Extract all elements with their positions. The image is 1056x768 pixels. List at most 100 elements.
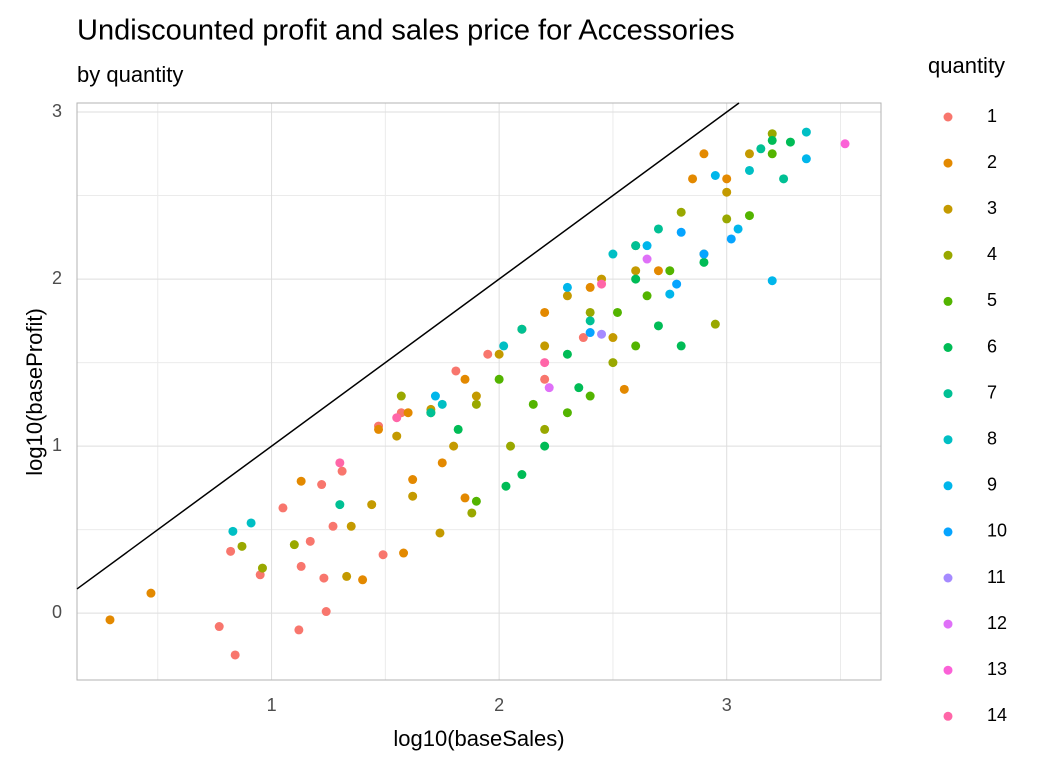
point	[585, 307, 595, 317]
point	[337, 466, 347, 476]
x-tick-label: 2	[494, 695, 504, 715]
point	[726, 234, 736, 244]
point	[449, 441, 459, 451]
point	[653, 224, 663, 234]
point	[767, 135, 777, 145]
point	[562, 282, 572, 292]
point	[435, 528, 445, 538]
legend-marker	[943, 204, 953, 214]
point	[540, 424, 550, 434]
point	[785, 137, 795, 147]
point	[722, 214, 732, 224]
point	[460, 493, 470, 503]
point	[540, 341, 550, 351]
legend-marker	[943, 711, 953, 721]
panel-border	[76, 102, 882, 681]
point	[146, 588, 156, 598]
point	[430, 391, 440, 401]
point	[278, 503, 288, 513]
point	[608, 249, 618, 259]
point	[460, 374, 470, 384]
point	[342, 571, 352, 581]
legend-label: 10	[987, 521, 1007, 541]
point	[499, 341, 509, 351]
legend-label: 1	[987, 106, 997, 126]
legend-marker	[943, 343, 953, 352]
point	[631, 241, 641, 251]
point	[631, 274, 641, 284]
point	[710, 319, 720, 329]
point	[562, 291, 572, 301]
legend-marker	[943, 158, 953, 168]
point	[672, 279, 682, 289]
point	[653, 321, 663, 331]
legend-label: 7	[987, 382, 997, 402]
point	[328, 521, 338, 531]
point	[699, 257, 709, 267]
point	[840, 139, 850, 149]
point	[528, 399, 538, 409]
legend-marker	[943, 665, 953, 675]
point	[574, 383, 584, 393]
point	[399, 548, 409, 558]
y-axis-title: log10(baseProfit)	[22, 308, 47, 476]
point	[294, 625, 304, 635]
point	[665, 289, 675, 299]
point	[230, 650, 240, 660]
point	[367, 500, 377, 510]
point	[688, 174, 698, 184]
point	[506, 441, 516, 451]
point	[722, 187, 732, 197]
point	[226, 546, 236, 556]
legend-label: 4	[987, 244, 997, 264]
point	[710, 171, 720, 181]
point	[676, 341, 686, 351]
point	[471, 391, 481, 401]
point	[756, 144, 766, 154]
point	[699, 149, 709, 159]
legend-marker	[943, 573, 953, 583]
point	[744, 149, 754, 159]
legend-marker	[943, 435, 953, 445]
point	[483, 349, 493, 359]
legend-marker	[943, 250, 953, 260]
point	[585, 282, 595, 292]
point	[471, 399, 481, 409]
point	[631, 341, 641, 351]
point	[722, 174, 732, 184]
point	[517, 470, 527, 480]
point	[437, 399, 447, 409]
point	[699, 249, 709, 259]
point	[642, 291, 652, 301]
point	[767, 129, 777, 139]
point	[396, 391, 406, 401]
point	[608, 358, 618, 368]
x-tick-label: 3	[722, 695, 732, 715]
legend-marker	[943, 619, 953, 629]
legend-label: 9	[987, 475, 997, 495]
point	[676, 207, 686, 217]
legend-label: 3	[987, 198, 997, 218]
point	[246, 518, 256, 528]
legend-label: 14	[987, 705, 1007, 725]
point	[642, 254, 652, 264]
reference-line	[76, 102, 740, 590]
point	[494, 349, 504, 359]
x-axis-title: log10(baseSales)	[393, 726, 564, 751]
point	[540, 441, 550, 451]
point	[540, 358, 550, 368]
point	[471, 496, 481, 506]
legend-marker	[943, 527, 953, 537]
point	[237, 541, 247, 551]
point	[408, 491, 418, 501]
y-tick-label: 3	[52, 101, 62, 121]
point	[453, 424, 463, 434]
point	[374, 424, 384, 434]
legend-label: 12	[987, 613, 1007, 633]
point	[517, 324, 527, 334]
point	[426, 408, 436, 418]
point	[296, 476, 306, 486]
point	[408, 475, 418, 485]
point	[585, 391, 595, 401]
